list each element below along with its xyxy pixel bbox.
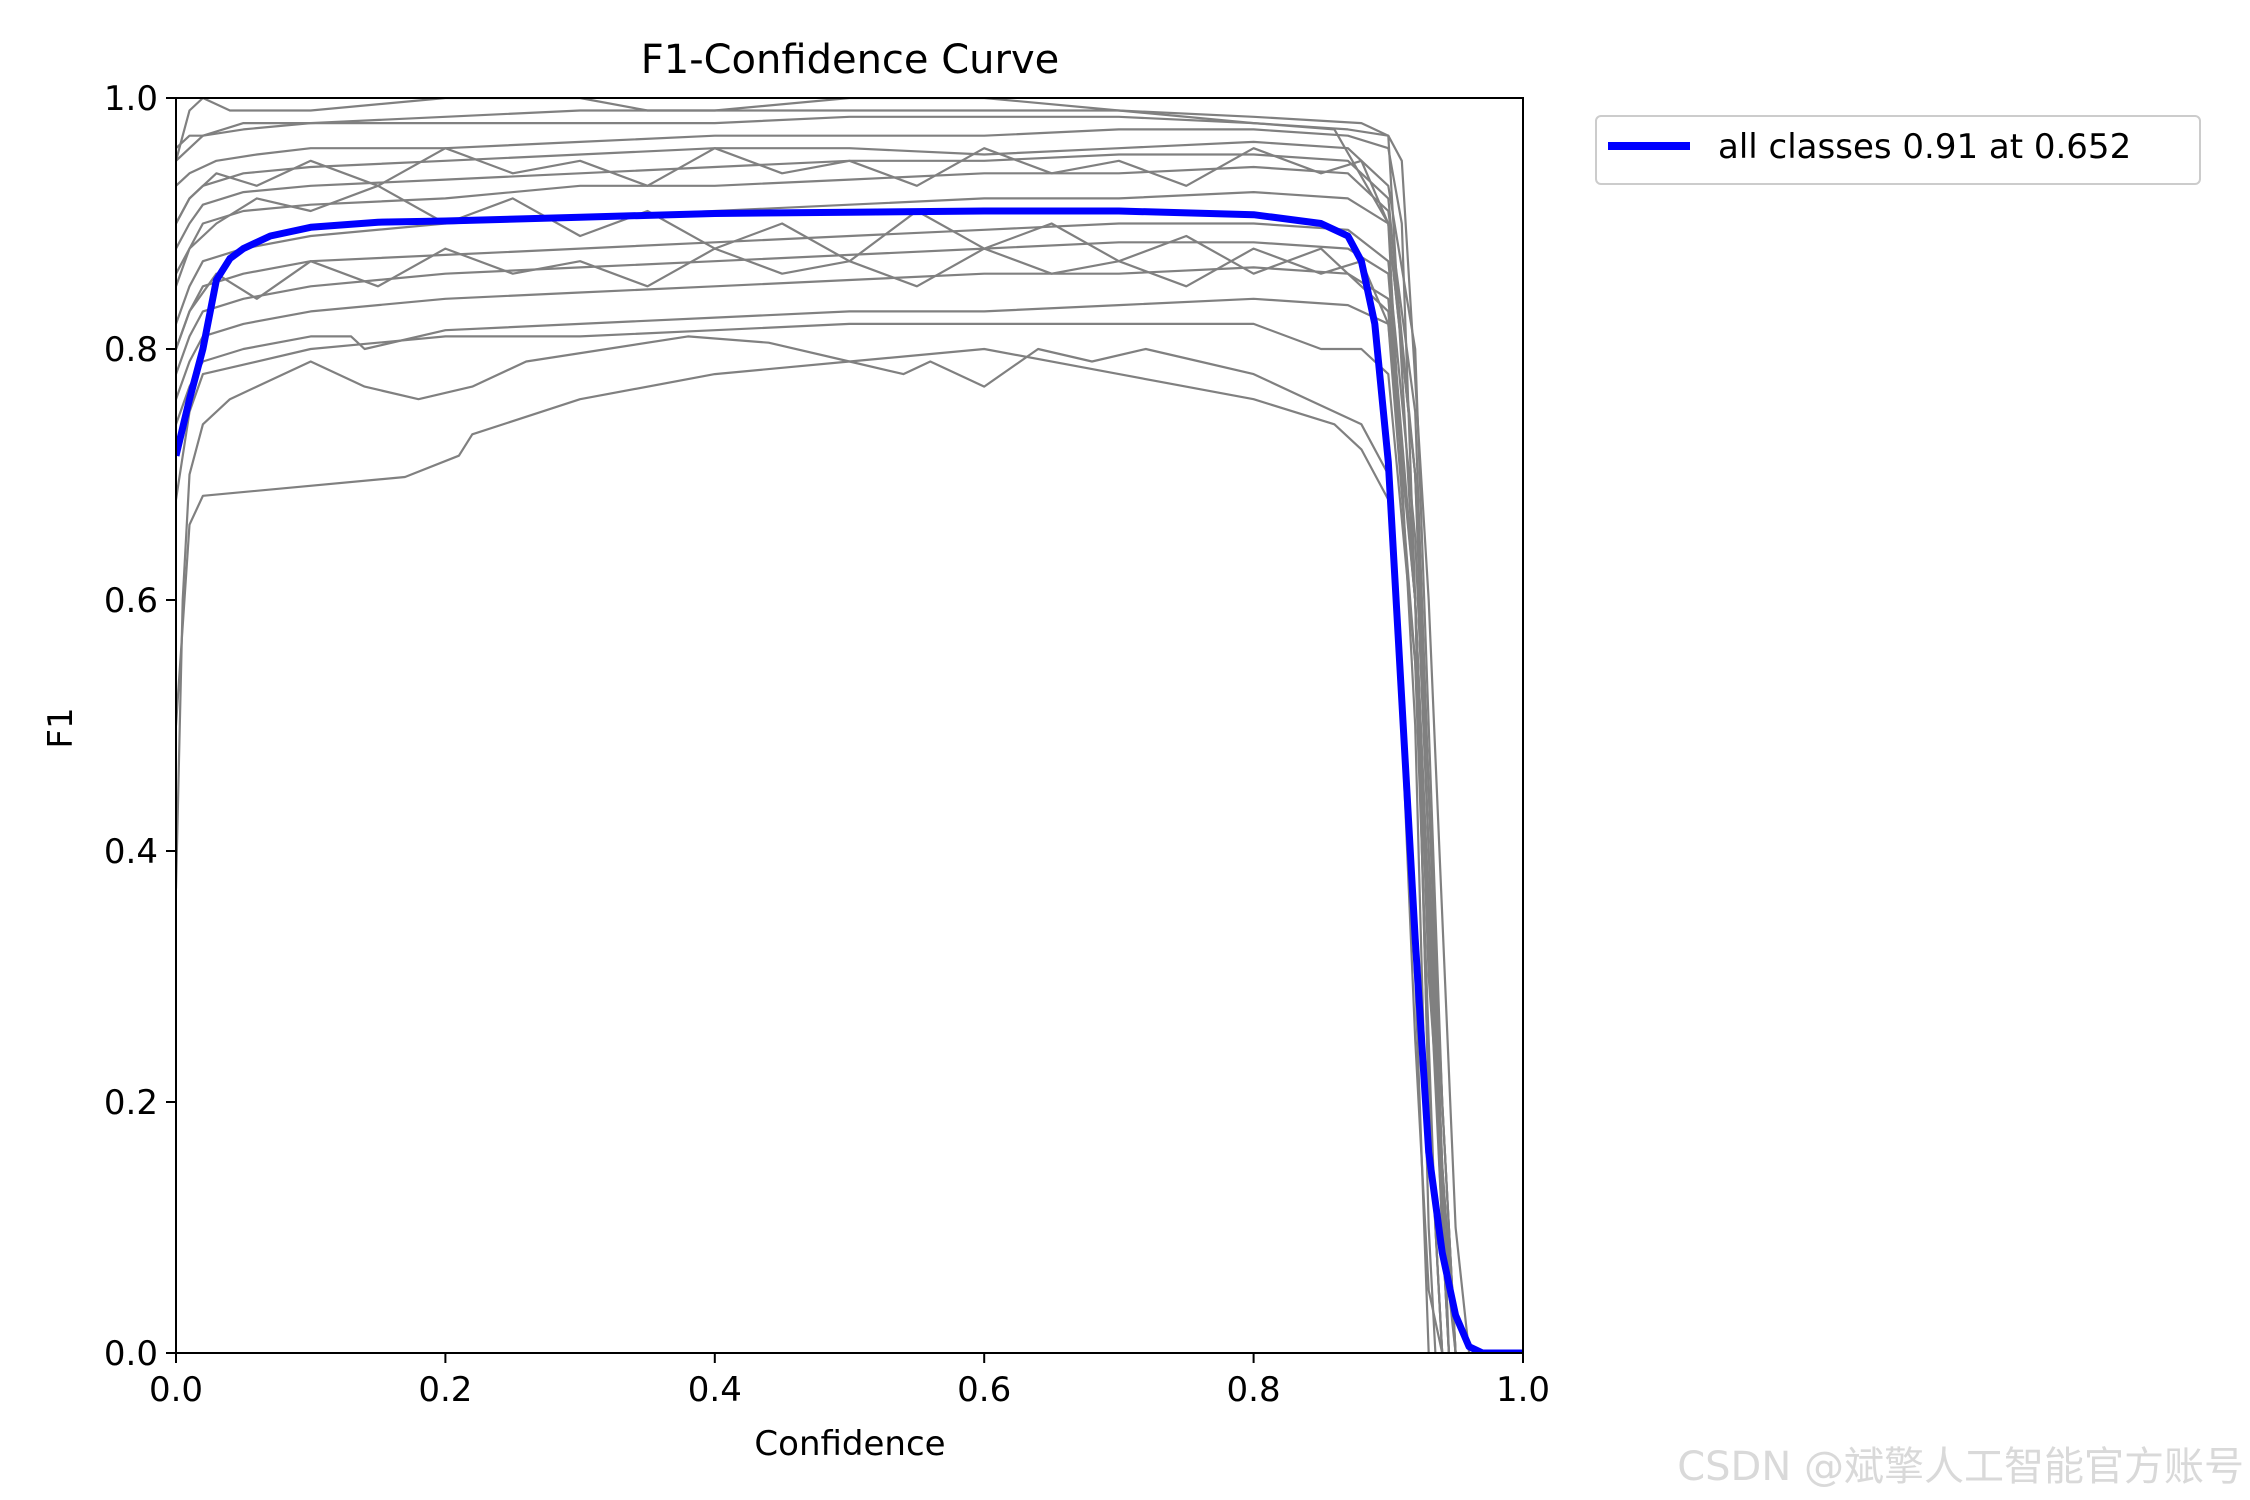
y-tick-label: 0.2 (104, 1083, 158, 1123)
plot-area (175, 97, 1524, 1354)
class-curve-line (176, 266, 1457, 1353)
class-curve-line (176, 140, 1457, 1353)
class-curves (176, 98, 1471, 1353)
x-tick-label: 0.8 (1227, 1370, 1281, 1410)
class-curve-line (176, 147, 1457, 1353)
class-curve-line (176, 153, 1450, 1353)
class-curve-line (176, 109, 1444, 1353)
y-axis: 0.0 0.2 0.4 0.6 0.8 1.0 (104, 79, 176, 1374)
class-curve-line (176, 347, 1430, 1353)
chart-title: F1-Confidence Curve (641, 37, 1060, 83)
class-curve-line (176, 297, 1450, 1353)
class-curve-line (176, 241, 1457, 1353)
legend-label: all classes 0.91 at 0.652 (1718, 127, 2131, 167)
y-tick-label: 0.0 (104, 1334, 158, 1374)
all-classes-curve (176, 207, 1523, 1353)
legend: all classes 0.91 at 0.652 (1595, 115, 2201, 185)
watermark: CSDN @斌擎人工智能官方账号 (1677, 1444, 2244, 1490)
y-axis-label: F1 (41, 707, 81, 748)
class-curve-line (176, 247, 1450, 1353)
class-curve-line (176, 115, 1471, 1353)
x-tick-label: 0.6 (957, 1370, 1011, 1410)
class-curve-line (176, 222, 1450, 1353)
y-tick-label: 0.6 (104, 581, 158, 621)
x-axis: 0.0 0.2 0.4 0.6 0.8 1.0 (149, 1353, 1550, 1410)
class-curve-line (176, 98, 1437, 1353)
class-curve-line (176, 191, 1457, 1353)
x-tick-label: 1.0 (1496, 1370, 1550, 1410)
class-curve-line (176, 165, 1457, 1353)
class-curve-line (176, 128, 1457, 1353)
y-tick-label: 0.8 (104, 330, 158, 370)
class-curve-line (176, 322, 1444, 1353)
x-axis-label: Confidence (754, 1424, 945, 1464)
x-tick-label: 0.4 (688, 1370, 742, 1410)
y-tick-label: 0.4 (104, 832, 158, 872)
x-tick-label: 0.0 (149, 1370, 203, 1410)
x-tick-label: 0.2 (418, 1370, 472, 1410)
all-classes-line (176, 207, 1523, 1353)
y-tick-label: 1.0 (104, 79, 158, 119)
class-curve-line (176, 184, 1444, 1353)
legend-box (1595, 115, 2201, 185)
class-curve-line (176, 335, 1444, 1353)
